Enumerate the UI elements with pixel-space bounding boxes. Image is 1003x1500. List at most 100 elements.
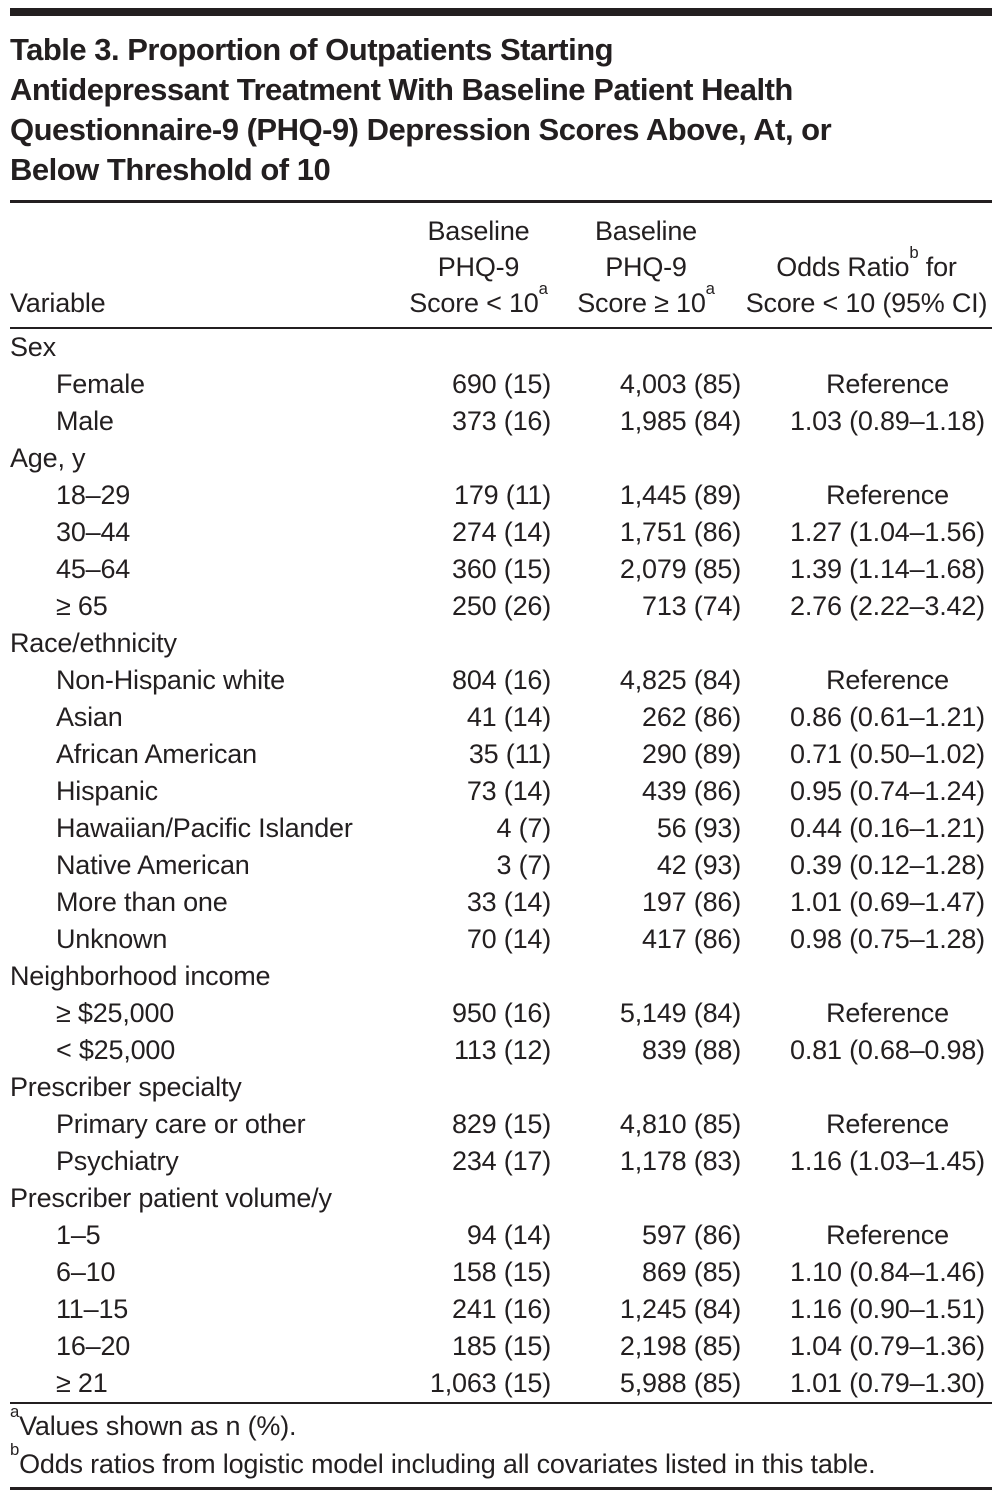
score-lt10-cell: 3 (7) [496,850,551,880]
score-gte10-cell: 262 (86) [642,702,741,732]
table-row: < $25,000 113 (12) 839 (88) 0.81 (0.68–0.98… [10,1032,992,1069]
footnote-b: bOdds ratios from logistic model includi… [10,1442,992,1483]
variable-cell: Unknown [56,924,168,954]
odds-ratio-cell: 1.27 (1.04–1.56) [790,517,985,547]
table-row: 6–10 158 (15) 869 (85) 1.10 (0.84–1.46) [10,1254,992,1291]
score-gte10-cell: 713 (74) [642,591,741,621]
variable-cell: Psychiatry [56,1146,179,1176]
col-header-score-lt10: Baseline PHQ-9 Score < 10a [406,203,551,329]
col-header-variable-label: Variable [10,288,106,318]
table-row: Primary care or other 829 (15) 4,810 (85) R… [10,1106,992,1143]
section-label: Prescriber specialty [10,1072,242,1102]
odds-ratio-cell: 1.39 (1.14–1.68) [790,554,985,584]
odds-ratio-cell: 0.95 (0.74–1.24) [790,776,985,806]
odds-ratio-cell: Reference [826,665,949,695]
odds-ratio-cell: 1.01 (0.79–1.30) [741,1365,992,1404]
score-lt10-cell: 70 (14) [466,924,551,954]
table-title-line: Antidepressant Treatment With Baseline P… [10,72,793,107]
table-title-line: Table 3. Proportion of Outpatients Start… [10,32,614,67]
score-lt10-cell: 4 (7) [496,813,551,843]
table-row: African American 35 (11) 290 (89) 0.71 (0.5… [10,736,992,773]
odds-ratio-cell: Reference [826,1109,949,1139]
score-lt10-cell: 41 (14) [466,702,551,732]
variable-cell: Primary care or other [56,1109,306,1139]
col-header-line: PHQ-9 [605,252,687,282]
footnote-marker-b: b [10,1440,20,1460]
table-row: ≥ $25,000 950 (16) 5,149 (84) Reference [10,995,992,1032]
col-header-line: Score < 10a [406,281,551,321]
score-lt10-cell: 804 (16) [452,665,551,695]
score-lt10-cell: 950 (16) [452,998,551,1028]
table-header: Variable Baseline PHQ-9 Score < 10a Base… [10,203,992,329]
odds-ratio-cell: 1.10 (0.84–1.46) [790,1257,985,1287]
score-gte10-cell: 197 (86) [642,887,741,917]
col-header-odds-ratio: Odds Ratiob for Score < 10 (95% CI) [741,203,992,329]
odds-ratio-cell: 0.44 (0.16–1.21) [790,813,985,843]
variable-cell: ≥ $25,000 [56,998,175,1028]
section-row: Age, y [10,440,992,477]
variable-cell: 30–44 [56,517,131,547]
col-header-line: Baseline [427,216,530,246]
score-gte10-cell: 2,198 (85) [619,1331,741,1361]
table-row: 45–64 360 (15) 2,079 (85) 1.39 (1.14–1.68) [10,551,992,588]
odds-ratio-cell: 0.98 (0.75–1.28) [790,924,985,954]
score-lt10-cell: 185 (15) [452,1331,551,1361]
col-header-score-gte10: Baseline PHQ-9 Score ≥ 10a [551,203,741,329]
top-rule [10,8,992,16]
odds-ratio-cell: 1.16 (0.90–1.51) [790,1294,985,1324]
score-lt10-cell: 179 (11) [454,480,551,510]
variable-cell: Asian [56,702,123,732]
score-lt10-cell: 234 (17) [452,1146,551,1176]
score-gte10-cell: 4,825 (84) [619,665,741,695]
score-lt10-cell: 250 (26) [452,591,551,621]
odds-ratio-cell: 1.01 (0.69–1.47) [790,887,985,917]
table-row: 11–15 241 (16) 1,245 (84) 1.16 (0.90–1.51) [10,1291,992,1328]
table-row: Male 373 (16) 1,985 (84) 1.03 (0.89–1.18) [10,403,992,440]
footnote-marker-a: a [10,1402,20,1422]
table-row: 30–44 274 (14) 1,751 (86) 1.27 (1.04–1.56) [10,514,992,551]
score-gte10-cell: 597 (86) [642,1220,741,1250]
score-lt10-cell: 94 (14) [466,1220,551,1250]
table-row: ≥ 65 250 (26) 713 (74) 2.76 (2.22–3.42) [10,588,992,625]
score-gte10-cell: 4,003 (85) [619,369,741,399]
odds-ratio-cell: 2.76 (2.22–3.42) [790,591,985,621]
variable-cell: 1–5 [56,1220,101,1250]
section-label: Neighborhood income [10,961,271,991]
odds-ratio-cell: 0.81 (0.68–0.98) [790,1035,985,1065]
footnote-marker-a: a [705,279,715,299]
col-header-text: for [918,252,957,282]
col-header-line: Score < 10 (95% CI) [745,288,988,318]
table-row: 1–5 94 (14) 597 (86) Reference [10,1217,992,1254]
odds-ratio-cell: Reference [826,369,949,399]
score-gte10-cell: 1,985 (84) [619,406,741,436]
score-gte10-cell: 2,079 (85) [619,554,741,584]
table-row: Native American 3 (7) 42 (93) 0.39 (0.12–1.… [10,847,992,884]
odds-ratio-cell: Reference [826,998,949,1028]
col-header-text: Score ≥ 10 [577,288,706,318]
table-row: Female 690 (15) 4,003 (85) Reference [10,366,992,403]
variable-cell: Female [56,369,145,399]
score-gte10-cell: 42 (93) [656,850,741,880]
header-row: Variable Baseline PHQ-9 Score < 10a Base… [10,203,992,329]
score-lt10-cell: 73 (14) [466,776,551,806]
score-gte10-cell: 56 (93) [656,813,741,843]
variable-cell: 16–20 [56,1331,131,1361]
col-header-text: Score < 10 [409,288,539,318]
score-gte10-cell: 1,245 (84) [619,1294,741,1324]
section-row: Sex [10,328,992,366]
col-header-variable: Variable [10,203,406,329]
variable-cell: 11–15 [56,1294,129,1324]
score-lt10-cell: 113 (12) [454,1035,551,1065]
section-label: Age, y [10,443,86,473]
score-gte10-cell: 417 (86) [642,924,741,954]
score-lt10-cell: 360 (15) [452,554,551,584]
variable-cell: ≥ 65 [56,591,108,621]
section-label: Prescriber patient volume/y [10,1183,332,1213]
table-row: Asian 41 (14) 262 (86) 0.86 (0.61–1.21) [10,699,992,736]
variable-cell: African American [56,739,257,769]
score-lt10-cell: 1,063 (15) [406,1365,551,1404]
variable-cell: Non-Hispanic white [56,665,285,695]
table-title-line: Questionnaire-9 (PHQ-9) Depression Score… [10,112,832,147]
col-header-line: PHQ-9 [437,252,520,282]
